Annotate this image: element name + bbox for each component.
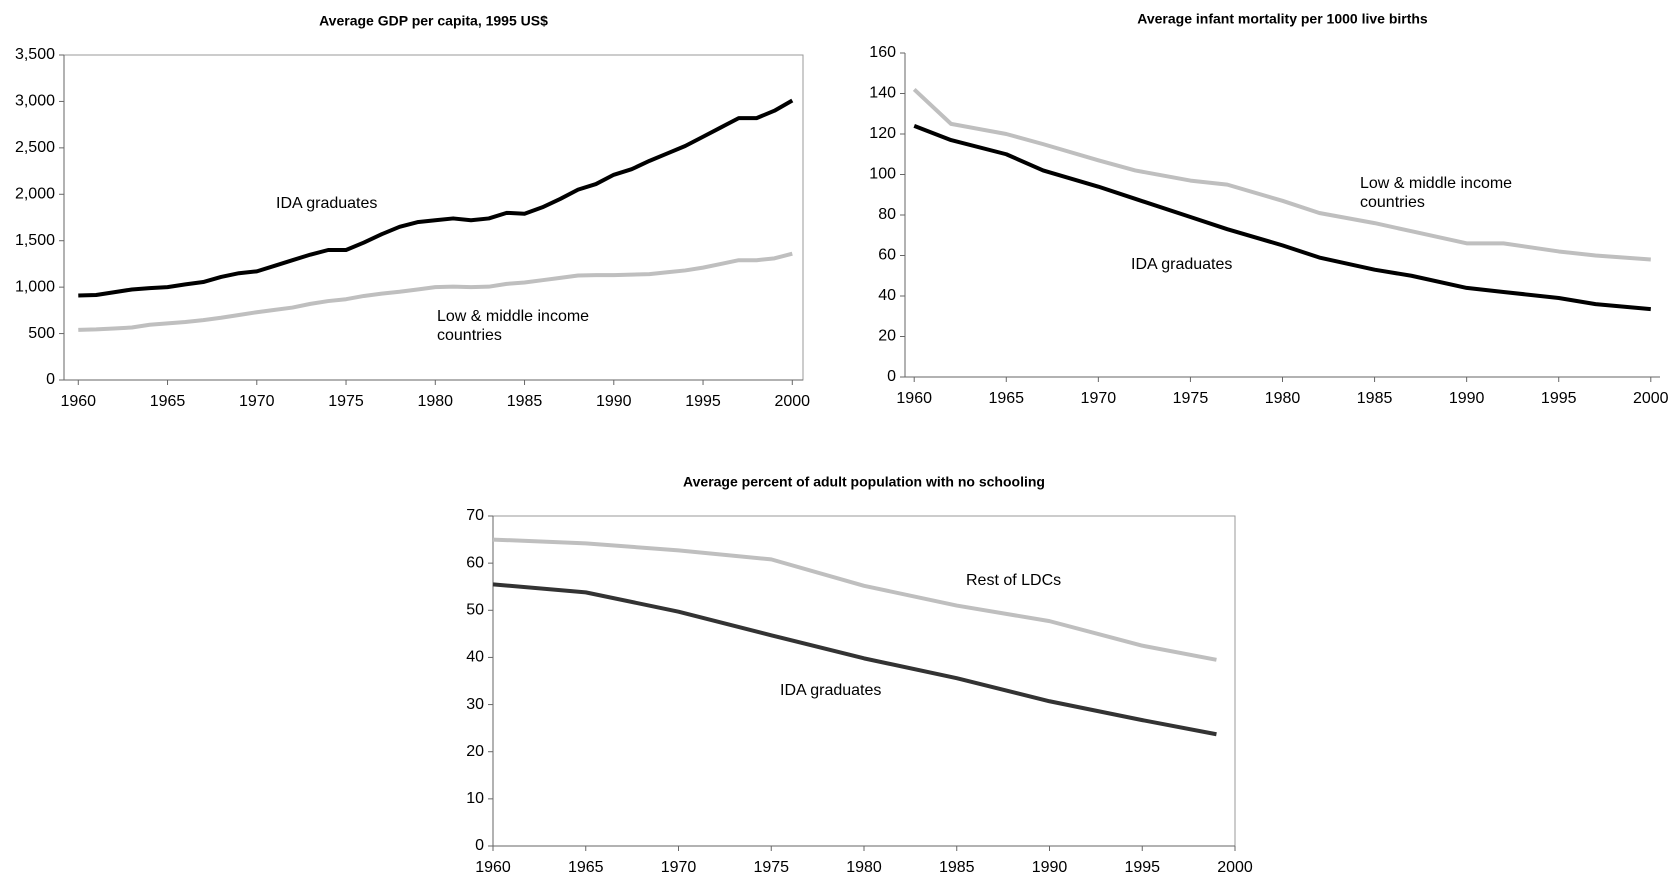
series-line <box>78 98 794 298</box>
x-tick-label: 1970 <box>661 859 697 876</box>
x-tick-label: 1960 <box>60 393 96 410</box>
x-tick-label: 1990 <box>1032 859 1068 876</box>
x-tick-label: 1975 <box>753 859 789 876</box>
y-tick-label: 20 <box>466 743 484 760</box>
y-tick-label: 40 <box>466 649 484 666</box>
y-tick-label: 60 <box>466 554 484 571</box>
y-tick-label: 50 <box>466 602 484 619</box>
x-tick-label: 1995 <box>1124 859 1160 876</box>
y-tick-label: 80 <box>878 206 896 223</box>
y-tick-label: 100 <box>869 166 896 183</box>
y-tick-label: 70 <box>466 507 484 524</box>
y-tick-label: 2,000 <box>15 186 55 203</box>
x-tick-label: 1980 <box>1265 390 1301 407</box>
chart-title: Average GDP per capita, 1995 US$ <box>319 13 548 29</box>
x-tick-label: 1975 <box>328 393 364 410</box>
x-tick-label: 2000 <box>774 393 810 410</box>
y-tick-label: 3,500 <box>15 46 55 63</box>
series-line <box>492 537 1217 662</box>
x-tick-label: 1965 <box>988 390 1024 407</box>
y-tick-label: 20 <box>878 328 896 345</box>
x-tick-label: 1995 <box>1541 390 1577 407</box>
y-tick-label: 500 <box>28 325 55 342</box>
x-tick-label: 1960 <box>896 390 932 407</box>
y-tick-label: 0 <box>475 837 484 854</box>
y-tick-label: 140 <box>869 85 896 102</box>
x-tick-label: 1970 <box>239 393 275 410</box>
y-tick-label: 60 <box>878 247 896 264</box>
y-tick-label: 40 <box>878 287 896 304</box>
series-line <box>913 124 1651 312</box>
x-tick-label: 1960 <box>475 859 511 876</box>
y-tick-label: 0 <box>887 368 896 385</box>
x-tick-label: 1990 <box>596 393 632 410</box>
y-tick-label: 1,000 <box>15 278 55 295</box>
series-label: IDA graduates <box>780 682 882 699</box>
x-tick-label: 1985 <box>507 393 543 410</box>
y-tick-label: 30 <box>466 696 484 713</box>
x-tick-label: 1975 <box>1173 390 1209 407</box>
x-tick-label: 1970 <box>1081 390 1117 407</box>
y-tick-label: 1,500 <box>15 232 55 249</box>
series-line <box>78 251 793 332</box>
x-tick-label: 1990 <box>1449 390 1485 407</box>
series-label: Low & middle income countries <box>1360 175 1513 211</box>
x-tick-label: 1980 <box>846 859 882 876</box>
chart-title: Average percent of adult population with… <box>683 474 1045 490</box>
x-tick-label: 1965 <box>150 393 186 410</box>
x-tick-label: 1965 <box>568 859 604 876</box>
x-tick-label: 1985 <box>939 859 975 876</box>
series-label: Low & middle income countries <box>437 308 590 344</box>
y-tick-label: 0 <box>46 371 55 388</box>
y-tick-label: 120 <box>869 125 896 142</box>
y-tick-label: 3,000 <box>15 93 55 110</box>
series-line <box>912 87 1651 262</box>
y-tick-label: 160 <box>869 44 896 61</box>
chart-title: Average infant mortality per 1000 live b… <box>1137 11 1428 27</box>
series-line <box>492 582 1217 737</box>
plot-frame <box>63 54 804 381</box>
y-tick-label: 10 <box>466 790 484 807</box>
series-label: Rest of LDCs <box>966 572 1062 589</box>
series-label: IDA graduates <box>276 195 378 212</box>
x-tick-label: 1995 <box>685 393 721 410</box>
y-tick-label: 2,500 <box>15 139 55 156</box>
x-tick-label: 1980 <box>417 393 453 410</box>
series-label: IDA graduates <box>1131 256 1233 273</box>
x-tick-label: 1985 <box>1357 390 1393 407</box>
x-tick-label: 2000 <box>1633 390 1669 407</box>
x-tick-label: 2000 <box>1217 859 1253 876</box>
